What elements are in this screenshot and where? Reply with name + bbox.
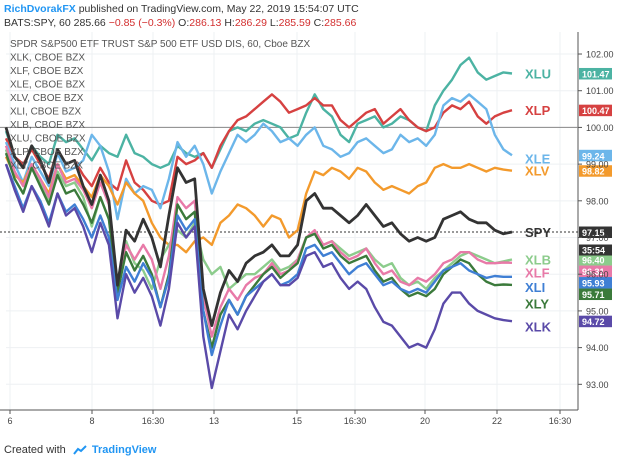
last-price: 285.66 [73, 17, 106, 29]
series-label-xle: XLE [525, 152, 551, 167]
legend-entry: SPDR S&P500 ETF TRUST S&P 500 ETF USD DI… [10, 39, 310, 50]
legend-entry: XLU, CBOE BZX [10, 134, 86, 145]
countdown-tag [579, 244, 612, 256]
y-tick-label: 102.00 [586, 50, 614, 60]
price-tag-value: 95.71 [582, 290, 605, 300]
price-tag-xlk [579, 315, 612, 328]
series-lines [4, 56, 513, 390]
legend-entry: XLB, CBOE BZX [10, 120, 85, 131]
price-tag-xlp [579, 104, 612, 117]
price-tag-value: 99.24 [582, 151, 605, 161]
y-tick-label: 101.00 [586, 86, 614, 96]
x-tick-label: 15 [292, 416, 302, 426]
series-line-xlu[interactable] [4, 56, 513, 170]
author-link[interactable]: RichDvorakFX [4, 3, 76, 15]
legend-entry: XLP, CBOE BZX [10, 147, 84, 158]
series-line-xlv[interactable] [4, 156, 513, 254]
series-line-spy[interactable] [4, 127, 513, 328]
series-line-xli[interactable] [4, 163, 512, 357]
price-tag-spy [579, 226, 612, 239]
series-line-xlf[interactable] [4, 145, 513, 338]
publish-line: RichDvorakFX published on TradingView.co… [4, 3, 359, 15]
y-tick-label: 93.00 [586, 380, 609, 390]
price-tag-xlb [579, 254, 612, 266]
legend-entry: XLE, CBOE BZX [10, 80, 85, 91]
open-label: O: [178, 17, 190, 29]
series-label-xly: XLY [525, 297, 549, 312]
y-tick-label: 98.00 [586, 196, 609, 206]
series-label-xlp: XLP [525, 103, 551, 118]
price-tag-value: 98.82 [582, 167, 605, 177]
high-value: 286.29 [234, 17, 267, 29]
y-tick-label: 95.00 [586, 306, 609, 316]
price-tag-value: 100.47 [582, 106, 610, 116]
legend-entry: XLI, CBOE BZX [10, 107, 81, 118]
x-tick-label: 16:30 [344, 416, 367, 426]
series-label-xlf: XLF [525, 265, 550, 280]
close-value: 285.66 [324, 17, 357, 29]
y-tick-label: 100.00 [586, 123, 614, 133]
close-label: C: [313, 17, 325, 29]
legend: SPDR S&P500 ETF TRUST S&P 500 ETF USD DI… [10, 39, 310, 172]
price-tag-xlu [579, 67, 612, 80]
legend-entry: XLK, CBOE BZX [10, 53, 85, 64]
series-label-xlb: XLB [525, 253, 551, 268]
series-label-xli: XLI [525, 280, 545, 295]
high-label: H: [224, 17, 235, 29]
price-tag-value: 97.15 [582, 228, 605, 238]
x-tick-label: 6 [7, 416, 12, 426]
series-label-spy: SPY [525, 225, 551, 240]
x-tick-label: 13 [209, 416, 219, 426]
x-tick-label: 8 [89, 416, 94, 426]
legend-entry: XLV, CBOE BZX [10, 93, 84, 104]
series-label-xlu: XLU [525, 66, 551, 81]
price-tag-xle [579, 149, 612, 162]
legend-entry: XLY, CBOE BZX [10, 161, 83, 172]
legend-entry: XLF, CBOE BZX [10, 66, 84, 77]
sector-etf-chart[interactable]: SPDR S&P500 ETF TRUST S&P 500 ETF USD DI… [0, 32, 624, 442]
y-tick-label: 94.00 [586, 343, 609, 353]
x-tick-label: 16:30 [142, 416, 165, 426]
open-value: 286.13 [189, 17, 222, 29]
price-tag-value: 101.47 [582, 69, 610, 79]
footer: Created with TradingView [4, 444, 156, 456]
x-tick-label: 16:30 [549, 416, 572, 426]
series-line-xlp[interactable] [4, 93, 513, 206]
price-tag-xlv [579, 165, 612, 177]
x-tick-label: 20 [420, 416, 430, 426]
price-tag-value: 96.31 [582, 267, 605, 277]
price-tag-xlf [579, 265, 612, 278]
price-tag-xli [579, 277, 612, 289]
tradingview-logo-icon [73, 445, 87, 455]
x-tick-label: 22 [492, 416, 502, 426]
chart-axes [0, 32, 579, 411]
low-value: 285.59 [278, 17, 311, 29]
price-tag-value: 94.72 [582, 317, 605, 327]
price-tag-value: 95.93 [582, 279, 605, 289]
low-label: L: [269, 17, 279, 29]
price-tag-xly [579, 288, 612, 301]
series-line-xlk[interactable] [4, 163, 513, 390]
y-tick-label: 96.00 [586, 270, 609, 280]
y-axis-ticks: 93.00 94.00 95.00 96.00 97.00 98.00 99.00 100.0… [578, 50, 614, 390]
y-tick-label: 99.00 [586, 160, 609, 170]
series-label-xlv: XLV [525, 164, 550, 179]
series-label-xlk: XLK [525, 320, 552, 335]
symbol-label: BATS:SPY, 60 [4, 17, 71, 29]
countdown-value: 35:54 [582, 246, 605, 256]
price-change: −0.85 (−0.3%) [108, 17, 176, 29]
x-axis-ticks: 6 8 16:30 13 15 16:30 20 22 16:30 [7, 410, 571, 426]
created-with-text: Created with [4, 444, 66, 456]
tradingview-brand[interactable]: TradingView [91, 444, 157, 456]
symbol-ohlc-line: BATS:SPY, 60 285.66 −0.85 (−0.3%) O:286.… [4, 17, 356, 29]
price-tag-value: 96.40 [582, 256, 605, 266]
series-line-xly[interactable] [4, 152, 513, 349]
published-text: published on TradingView.com, May 22, 20… [78, 3, 359, 15]
y-tick-label: 97.00 [586, 233, 609, 243]
series-line-xle[interactable] [4, 93, 513, 221]
